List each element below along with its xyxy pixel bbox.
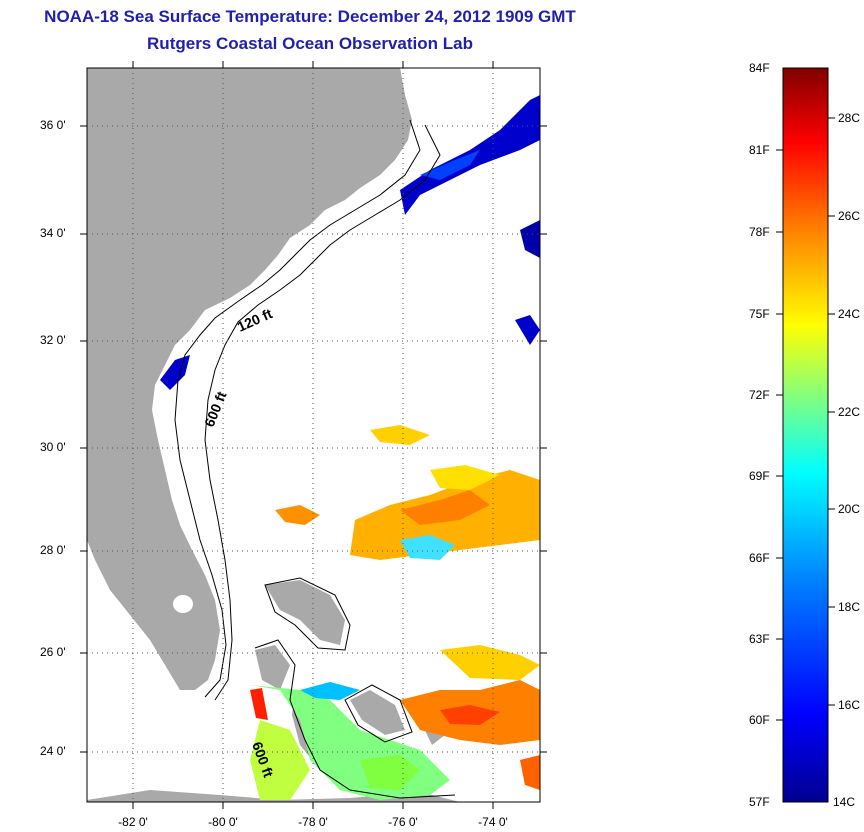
contour-label-600ft: 600 ft [201, 389, 230, 429]
x-tick-label: -76 0' [388, 815, 418, 829]
bathymetry-contours [174, 119, 456, 799]
contour-label-120ft: 120 ft [235, 305, 275, 335]
lake [173, 595, 193, 613]
y-tick-label: 32 0' [40, 333, 66, 347]
colorbar-c-label: 26C [838, 209, 861, 223]
colorbar-c-label: 14C [833, 795, 856, 809]
colorbar-f-label: 75F [749, 307, 770, 321]
colorbar-f-label: 69F [749, 469, 770, 483]
map-subtitle: Rutgers Coastal Ocean Observation Lab [147, 34, 473, 53]
x-tick-label: -82 0' [118, 815, 148, 829]
colorbar-c-label: 18C [838, 600, 861, 614]
x-tick-label: -74 0' [478, 815, 508, 829]
colorbar-f-label: 66F [749, 551, 770, 565]
colorbar-f-label: 57F [749, 795, 770, 809]
colorbar-c-label: 28C [838, 111, 861, 125]
axis-ticks [80, 61, 547, 809]
y-tick-label: 24 0' [40, 744, 66, 758]
sst-data [160, 95, 540, 800]
colorbar-f-label: 81F [749, 143, 770, 157]
colorbar-c-label: 22C [838, 405, 861, 419]
colorbar-c-label: 16C [838, 698, 861, 712]
y-tick-label: 34 0' [40, 226, 66, 240]
island [255, 645, 290, 690]
colorbar-c-label: 20C [838, 502, 861, 516]
map-title: NOAA-18 Sea Surface Temperature: Decembe… [44, 7, 576, 26]
land-mass [87, 790, 460, 802]
colorbar-f-label: 84F [749, 61, 770, 75]
x-tick-label: -78 0' [298, 815, 328, 829]
y-tick-label: 26 0' [40, 645, 66, 659]
island [350, 690, 405, 735]
y-tick-label: 28 0' [40, 543, 66, 557]
land-mass [87, 68, 412, 690]
colorbar-f-label: 63F [749, 632, 770, 646]
island [265, 580, 345, 645]
graticule [87, 68, 540, 802]
colorbar-f-label: 78F [749, 225, 770, 239]
x-tick-label: -80 0' [208, 815, 238, 829]
colorbar-ticks [776, 117, 835, 721]
colorbar [782, 67, 829, 803]
y-tick-label: 36 0' [40, 118, 66, 132]
colorbar-f-label: 72F [749, 388, 770, 402]
y-tick-label: 30 0' [40, 440, 66, 454]
colorbar-c-label: 24C [838, 307, 861, 321]
colorbar-f-label: 60F [749, 713, 770, 727]
